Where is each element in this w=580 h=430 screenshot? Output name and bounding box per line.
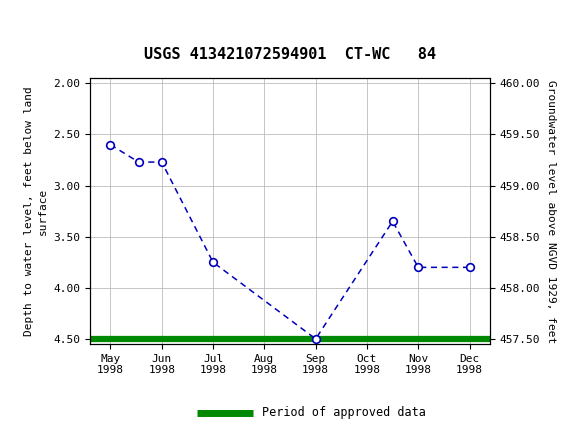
Y-axis label: Depth to water level, feet below land
surface: Depth to water level, feet below land su… [24, 86, 48, 336]
Text: USGS 413421072594901  CT-WC   84: USGS 413421072594901 CT-WC 84 [144, 47, 436, 62]
Text: Period of approved data: Period of approved data [262, 406, 426, 419]
Y-axis label: Groundwater level above NGVD 1929, feet: Groundwater level above NGVD 1929, feet [546, 80, 556, 343]
Text: ≡USGS: ≡USGS [10, 9, 81, 27]
